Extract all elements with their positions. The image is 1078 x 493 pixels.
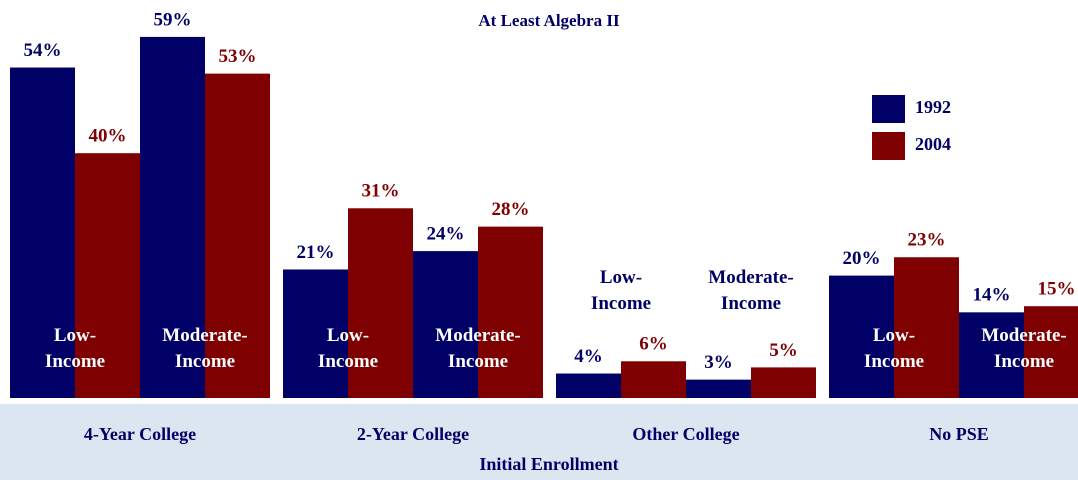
data-label: 31% — [362, 181, 400, 202]
bar — [283, 269, 348, 398]
data-label: 3% — [704, 352, 733, 373]
bar — [894, 257, 959, 398]
subcategory-label: Low-Income — [317, 325, 379, 372]
data-label: 28% — [492, 199, 530, 220]
bar — [751, 367, 816, 398]
bar — [75, 153, 140, 398]
bar — [413, 251, 478, 398]
data-label: 23% — [908, 230, 946, 251]
data-label: 20% — [843, 248, 881, 269]
bar — [1024, 306, 1078, 398]
legend-swatch — [872, 132, 905, 160]
data-label: 59% — [154, 9, 192, 30]
legend-label: 2004 — [915, 134, 951, 154]
bar — [205, 73, 270, 398]
bar — [686, 379, 751, 398]
subcategory-label: Low-Income — [590, 267, 652, 314]
data-label: 24% — [427, 223, 465, 244]
bar — [959, 312, 1024, 398]
x-tick-label: 4-Year College — [84, 424, 196, 444]
data-label: 6% — [639, 334, 668, 355]
subcategory-label: Moderate-Income — [708, 267, 794, 314]
subcategory-label: Low-Income — [863, 325, 925, 372]
bar — [478, 226, 543, 398]
data-label: 4% — [574, 346, 603, 367]
subcategory-label: Moderate-Income — [981, 325, 1067, 372]
data-label: 15% — [1038, 279, 1076, 300]
legend-swatch — [872, 95, 905, 123]
subcategory-label: Moderate-Income — [435, 325, 521, 372]
legend-label: 1992 — [915, 97, 951, 117]
x-tick-label: No PSE — [929, 424, 989, 444]
axis-band — [0, 404, 1078, 480]
data-label: 21% — [297, 242, 335, 263]
data-label: 14% — [973, 285, 1011, 306]
chart-title: At Least Algebra II — [478, 11, 620, 30]
bar — [556, 373, 621, 398]
x-tick-label: Other College — [632, 424, 739, 444]
data-label: 53% — [219, 46, 257, 67]
bar — [348, 208, 413, 398]
bar — [10, 67, 75, 399]
data-label: 40% — [89, 126, 127, 147]
subcategory-label: Low-Income — [44, 325, 106, 372]
x-tick-label: 2-Year College — [357, 424, 469, 444]
bar — [621, 361, 686, 398]
bar — [829, 275, 894, 398]
data-label: 54% — [24, 40, 62, 61]
subcategory-label: Moderate-Income — [162, 325, 248, 372]
data-label: 5% — [769, 340, 798, 361]
x-axis-title: Initial Enrollment — [479, 454, 618, 474]
bar — [140, 36, 205, 399]
